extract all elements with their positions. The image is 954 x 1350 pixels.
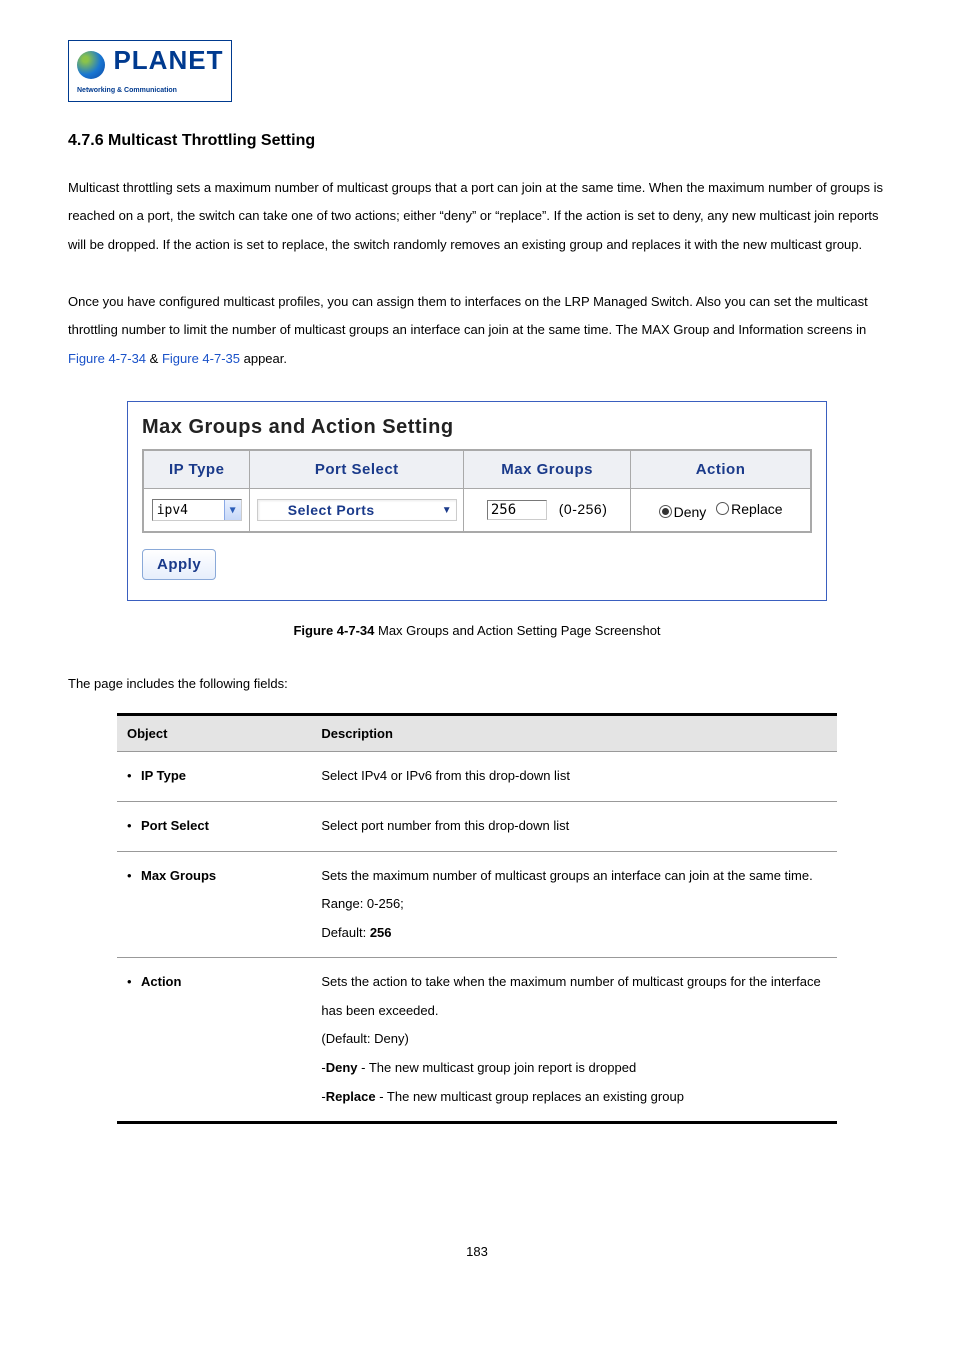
globe-icon: [77, 51, 105, 79]
table-row: •IP Type Select IPv4 or IPv6 from this d…: [117, 752, 837, 802]
radio-icon: [659, 505, 672, 518]
caption-bold: Figure 4-7-34: [293, 623, 374, 638]
port-select-label: Select Ports: [288, 502, 375, 518]
radio-deny[interactable]: Deny: [659, 504, 707, 520]
max-groups-range: (0-256): [559, 501, 608, 517]
radio-icon: [716, 502, 729, 515]
th-description: Description: [311, 715, 837, 752]
para2-post: appear.: [240, 351, 287, 366]
caption-rest: Max Groups and Action Setting Page Scree…: [374, 623, 660, 638]
intro-para-2: Once you have configured multicast profi…: [68, 288, 886, 374]
chevron-down-icon: ▼: [224, 500, 241, 520]
para2-pre: Once you have configured multicast profi…: [68, 294, 868, 338]
para2-mid: &: [146, 351, 162, 366]
table-row: •Action Sets the action to take when the…: [117, 958, 837, 1123]
max-groups-input[interactable]: [487, 500, 547, 520]
desc-action: Sets the action to take when the maximum…: [311, 958, 837, 1123]
ip-type-value: ipv4: [157, 503, 188, 518]
link-figure-4-7-34[interactable]: Figure 4-7-34: [68, 351, 146, 366]
radio-deny-label: Deny: [674, 504, 707, 520]
port-select[interactable]: Select Ports ▼: [257, 499, 457, 521]
col-action: Action: [631, 450, 811, 489]
table-row: •Max Groups Sets the maximum number of m…: [117, 851, 837, 958]
ip-type-select[interactable]: ipv4 ▼: [152, 499, 242, 521]
desc-ip-type: Select IPv4 or IPv6 from this drop-down …: [311, 752, 837, 802]
page-number: 183: [68, 1244, 886, 1259]
section-heading: 4.7.6 Multicast Throttling Setting: [68, 132, 886, 150]
obj-ip-type: IP Type: [141, 768, 186, 783]
figure-title: Max Groups and Action Setting: [142, 416, 812, 439]
col-max-groups: Max Groups: [464, 450, 631, 489]
th-object: Object: [117, 715, 311, 752]
link-figure-4-7-35[interactable]: Figure 4-7-35: [162, 351, 240, 366]
obj-port-select: Port Select: [141, 818, 209, 833]
col-ip-type: IP Type: [143, 450, 250, 489]
col-port-select: Port Select: [250, 450, 464, 489]
logo: PLANET Networking & Communication: [68, 40, 886, 102]
fields-table: Object Description •IP Type Select IPv4 …: [117, 713, 837, 1124]
apply-button[interactable]: Apply: [142, 549, 216, 580]
radio-replace[interactable]: Replace: [716, 501, 782, 517]
obj-max-groups: Max Groups: [141, 868, 216, 883]
desc-port-select: Select port number from this drop-down l…: [311, 801, 837, 851]
caret-down-icon: ▼: [438, 505, 456, 516]
figure-screenshot: Max Groups and Action Setting IP Type Po…: [127, 401, 827, 601]
desc-max-groups: Sets the maximum number of multicast gro…: [311, 851, 837, 958]
logo-brand: PLANET: [113, 45, 223, 75]
radio-replace-label: Replace: [731, 501, 782, 517]
fields-intro: The page includes the following fields:: [68, 676, 886, 691]
figure-caption: Figure 4-7-34 Max Groups and Action Sett…: [68, 623, 886, 638]
obj-action: Action: [141, 974, 181, 989]
logo-tag: Networking & Communication: [77, 87, 177, 94]
table-row: •Port Select Select port number from thi…: [117, 801, 837, 851]
intro-para-1: Multicast throttling sets a maximum numb…: [68, 174, 886, 260]
settings-form-table: IP Type Port Select Max Groups Action ip…: [142, 449, 812, 533]
